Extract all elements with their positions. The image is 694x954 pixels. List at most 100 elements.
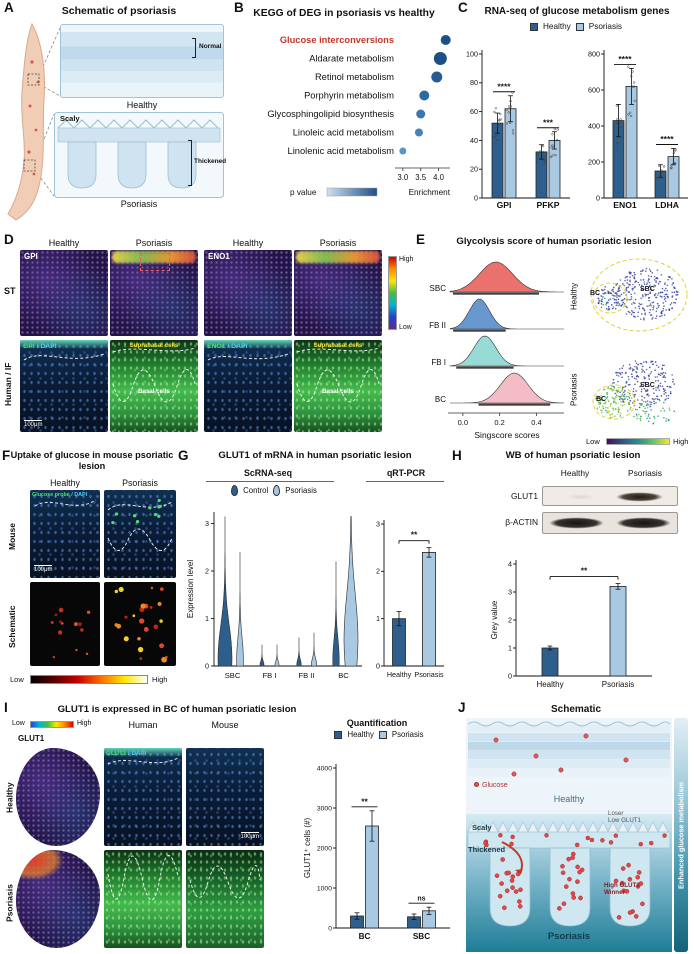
svg-text:Enrichment: Enrichment	[409, 188, 451, 197]
glut1-blot-band	[542, 486, 678, 506]
svg-text:1: 1	[376, 614, 380, 623]
svg-text:3.0: 3.0	[397, 173, 409, 182]
svg-text:***: ***	[543, 117, 554, 127]
legend-psoriasis-label: Psoriasis	[588, 22, 622, 31]
probe-dots	[50, 607, 91, 659]
probe-colorbar	[30, 675, 148, 684]
human-if-healthy: GLUT1 / DAPI	[104, 748, 182, 846]
svg-text:Healthy: Healthy	[387, 670, 412, 679]
dashed-boundary	[107, 855, 179, 901]
panel-a-letter: A	[4, 0, 14, 15]
scalebar-label: 100μm	[240, 832, 259, 840]
svg-text:****: ****	[660, 134, 674, 144]
svg-text:BC: BC	[359, 932, 371, 941]
glucose-legend: Glucose	[474, 782, 508, 790]
psoriasis-skin-drawing	[54, 112, 224, 198]
svg-text:Linoleic acid metabolism: Linoleic acid metabolism	[293, 128, 395, 138]
wb-row-glut1: GLUT1	[511, 491, 538, 501]
svg-text:100: 100	[466, 49, 478, 58]
st-image-gpi-psoriasis	[110, 250, 198, 336]
st-image-eno1-psoriasis	[294, 250, 382, 336]
svg-text:0: 0	[328, 925, 332, 932]
umap-healthy-scatter	[590, 258, 688, 332]
svg-text:0: 0	[376, 661, 380, 670]
row-label-psoriasis: Psoriasis	[4, 884, 15, 922]
dapi-text: / DAPI	[34, 343, 57, 350]
umap-sbc-label: SBC	[640, 286, 655, 293]
normal-bracket	[192, 38, 196, 58]
svg-text:0.4: 0.4	[531, 418, 541, 427]
svg-text:2: 2	[205, 566, 209, 575]
legend-psoriasis-label: Psoriasis	[391, 730, 424, 739]
basal-label: Basal cells	[322, 388, 354, 395]
glucose-text: Glucose	[482, 782, 508, 789]
panel-i: I GLUT1 is expressed in BC of human psor…	[2, 700, 458, 954]
mouse-if-healthy: Glucose probe / DAPI 100μm	[30, 490, 100, 578]
panel-e-letter: E	[416, 232, 426, 247]
svg-text:p value: p value	[290, 188, 317, 197]
dashed-boundary	[23, 353, 105, 361]
col-header-psoriasis-eno1: Psoriasis	[319, 238, 357, 248]
row-label-mouse: Mouse	[7, 523, 17, 551]
psoriasis-swatch	[575, 22, 584, 31]
svg-text:FB I: FB I	[263, 671, 277, 680]
quant-legend: Healthy Psoriasis	[304, 730, 454, 739]
mouse-if-healthy: 100μm	[186, 748, 264, 846]
umap-colorbar	[606, 438, 670, 445]
if-label-glut1-dapi: GLUT1 / DAPI	[106, 750, 146, 757]
dashed-boundary	[107, 757, 179, 765]
panel-j-title: Schematic	[550, 704, 602, 715]
st-colorbar-low: Low	[12, 720, 25, 727]
svg-text:1000: 1000	[317, 885, 332, 892]
st-colorbar-high: High	[77, 720, 92, 727]
glycolysis-ridge-plot: SBC FB II FB I BC 0.0 0.2 0.4 Singscore scores	[429, 261, 565, 440]
thickened-bracket	[188, 140, 192, 186]
scalebar-label: 100μm	[24, 420, 43, 428]
dapi-text: / DAPI	[69, 492, 88, 498]
panel-g: G GLUT1 of mRNA in human psoriatic lesio…	[178, 448, 452, 698]
svg-text:Linolenic acid metabolism: Linolenic acid metabolism	[288, 146, 395, 156]
hotspot-band	[112, 251, 196, 263]
panel-h-letter: H	[452, 448, 462, 463]
svg-text:SBC: SBC	[225, 671, 241, 680]
if-image-gpi-healthy: GPI / DAPI 100μm	[20, 340, 108, 432]
svg-text:1: 1	[508, 643, 512, 652]
probe-label: Glucose probe / DAPI	[32, 492, 87, 498]
probe-schematic-healthy	[30, 582, 100, 666]
roi-box	[140, 253, 170, 271]
healthy-skin-schematic	[60, 24, 224, 98]
loser-line2: Low GLUT1	[608, 817, 642, 825]
winner-line1: High GLUT1	[604, 882, 640, 889]
st-image-eno1-healthy	[204, 250, 292, 336]
svg-text:BC: BC	[435, 395, 446, 404]
row-label-schematic: Schematic	[7, 605, 17, 649]
if-image-eno1-healthy: ENO1 / DAPI	[204, 340, 292, 432]
mouse-if-psoriasis	[104, 490, 176, 578]
svg-text:20: 20	[470, 165, 478, 174]
psoriasis-swatch	[378, 730, 387, 739]
hotspot-band	[296, 251, 380, 263]
svg-text:Healthy: Healthy	[536, 680, 563, 689]
panel-g-title: GLUT1 of mRNA in human psoriatic lesion	[218, 450, 412, 461]
svg-text:Expression level: Expression level	[186, 560, 195, 618]
svg-text:Porphyrin metabolism: Porphyrin metabolism	[304, 91, 394, 101]
st-image-glut1-psoriasis	[16, 850, 100, 948]
panel-g-letter: G	[178, 448, 189, 463]
svg-text:Aldarate metabolism: Aldarate metabolism	[309, 54, 394, 64]
col-header-human: Human	[128, 720, 158, 730]
dashed-boundary	[112, 347, 196, 403]
panel-h-title: WB of human psoriatic lesion	[505, 450, 641, 461]
legend-control-label: Control	[243, 486, 269, 495]
svg-text:BC: BC	[338, 671, 349, 680]
probe-dots	[114, 586, 168, 663]
scalebar-label: 100μm	[34, 565, 53, 573]
panel-e: E Glycolysis score of human psoriatic le…	[414, 232, 694, 448]
healthy-caption: Healthy	[126, 100, 158, 110]
dashed-boundary	[34, 499, 97, 507]
thickened-label: Thickened	[468, 845, 506, 854]
umap-bc-label: BC	[590, 290, 601, 297]
if-label-eno1-dapi: ENO1 / DAPI	[207, 343, 247, 350]
metabolism-gradient-bar: Enhanced glucose metabolism	[674, 718, 688, 952]
panel-c-title: RNA-seq of glucose metabolism genes	[484, 6, 670, 17]
